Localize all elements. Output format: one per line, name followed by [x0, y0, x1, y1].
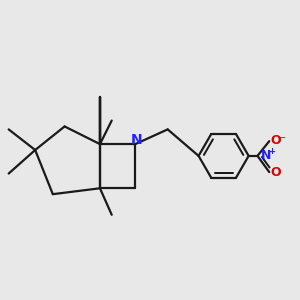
Text: +: + [268, 147, 275, 156]
Text: N: N [261, 148, 272, 161]
Text: −: − [278, 133, 286, 142]
Text: O: O [271, 166, 281, 179]
Text: O: O [271, 134, 281, 147]
Text: N: N [131, 133, 142, 147]
